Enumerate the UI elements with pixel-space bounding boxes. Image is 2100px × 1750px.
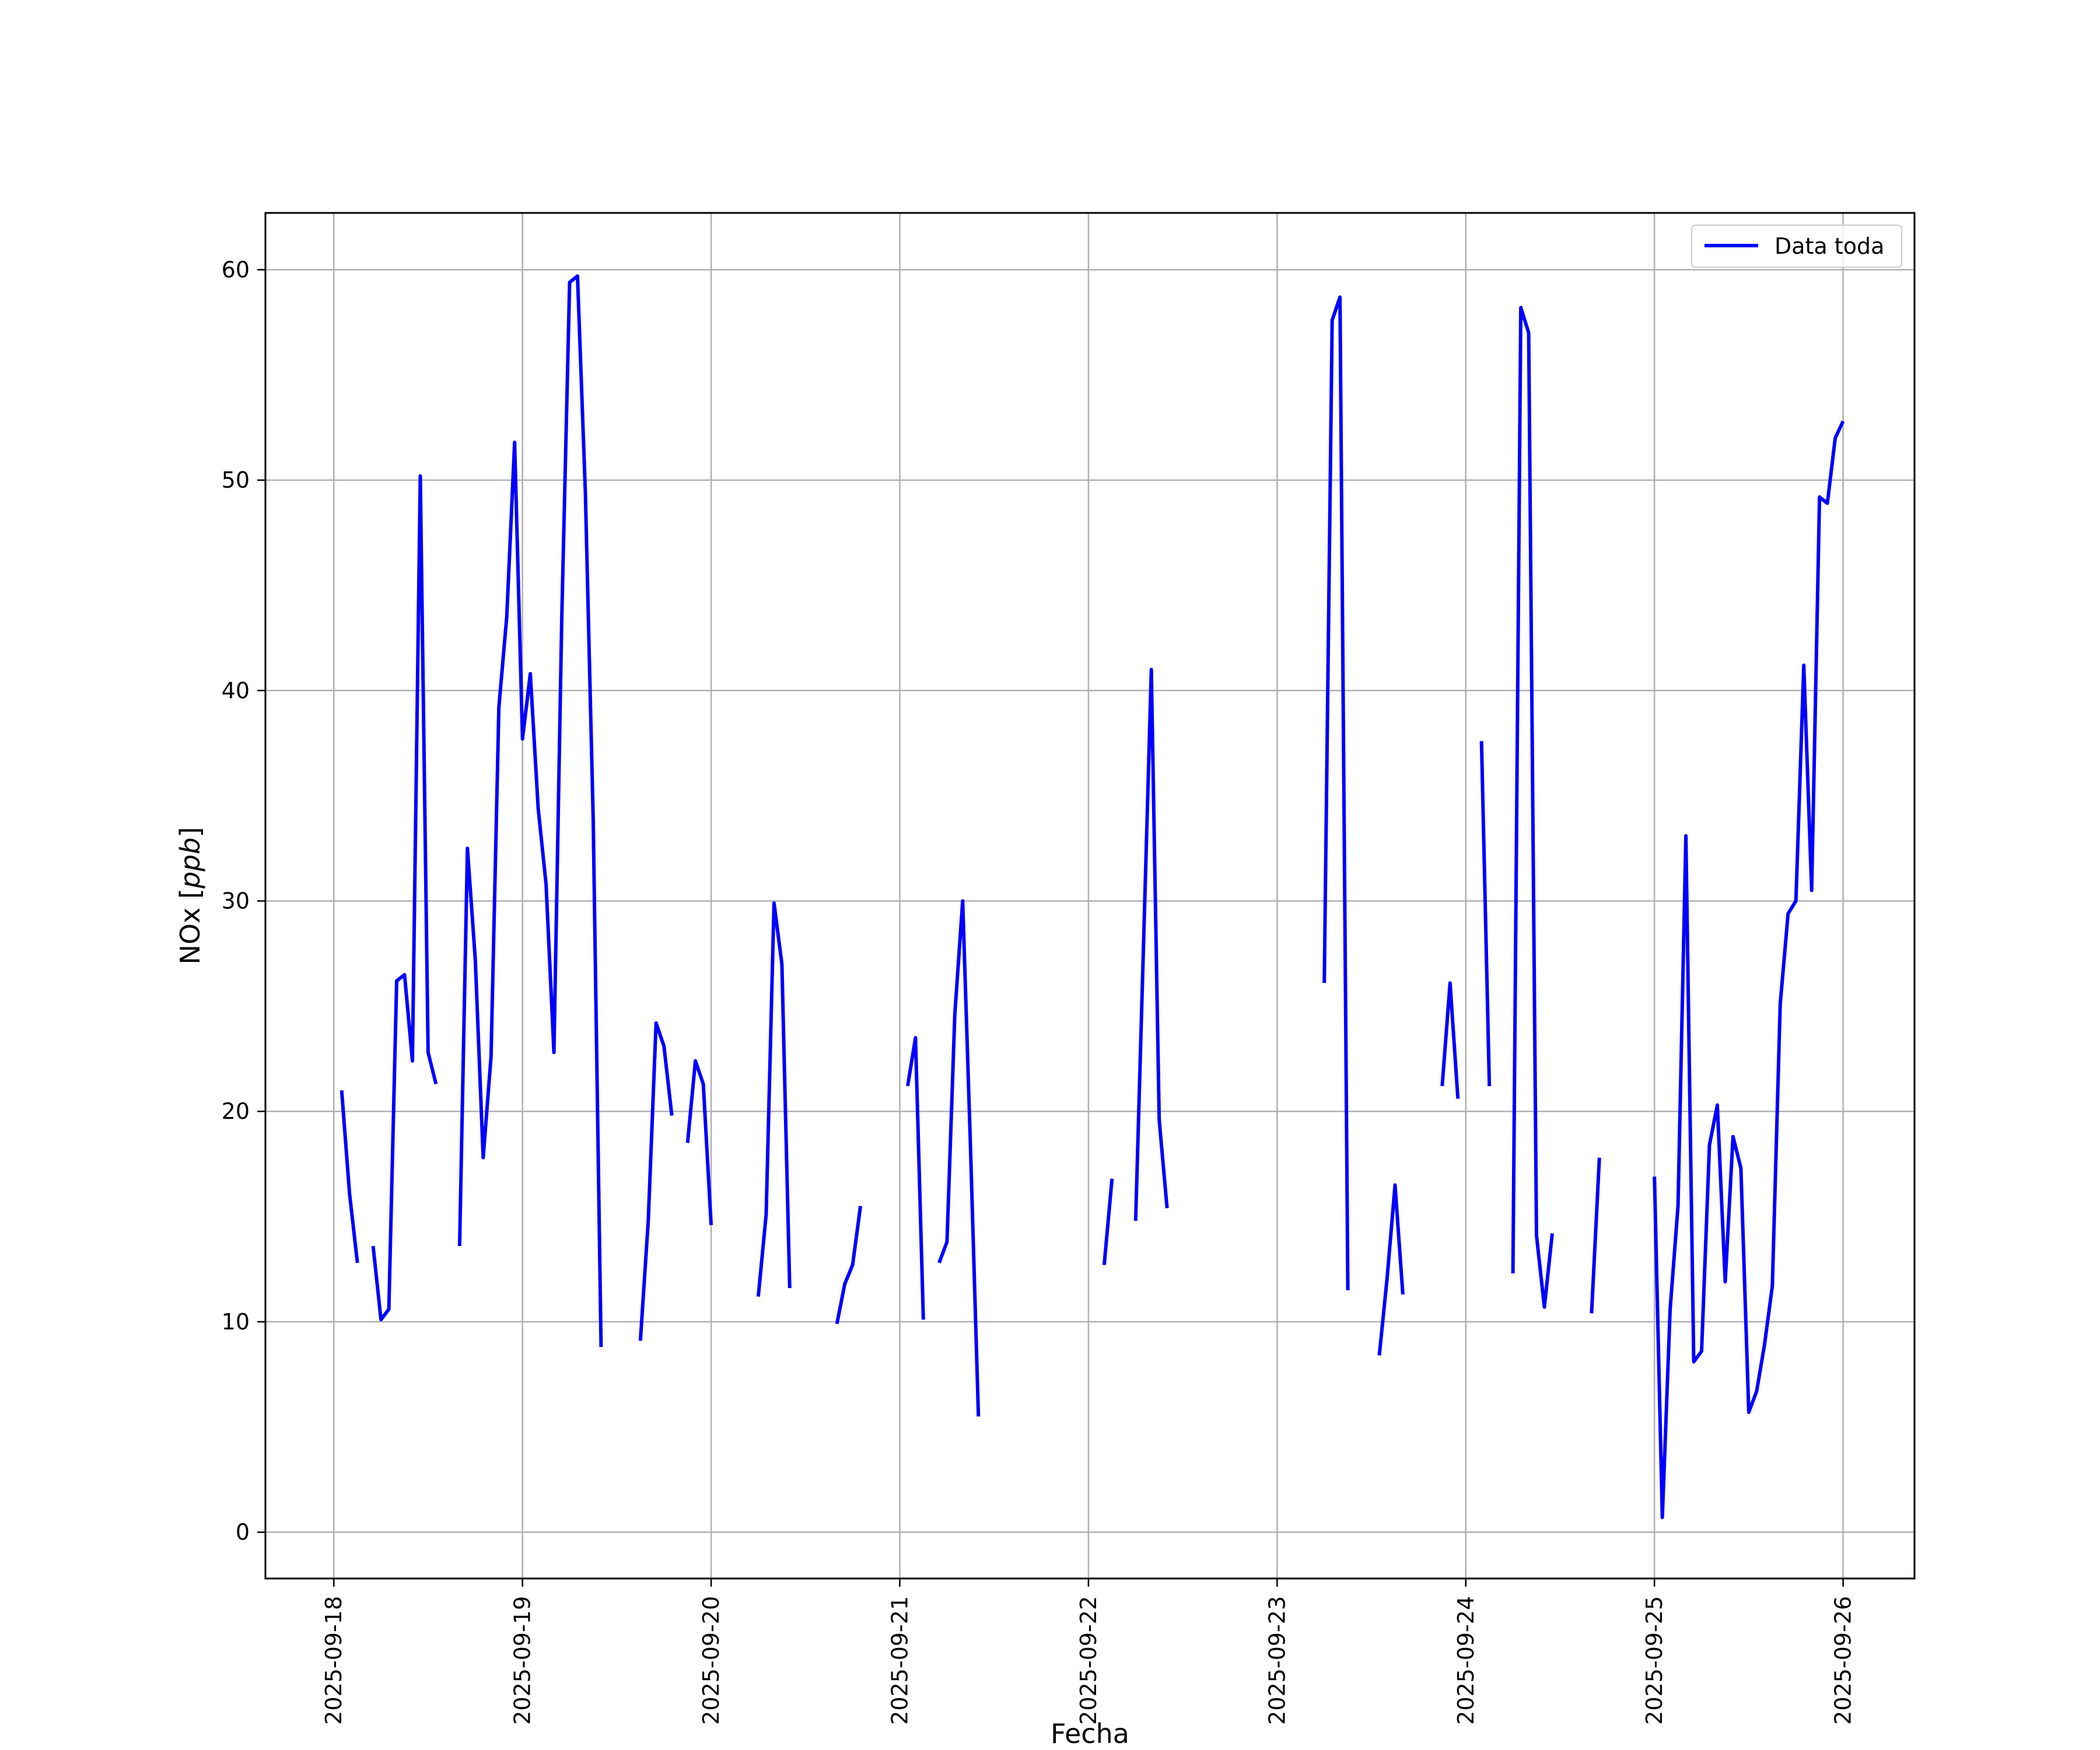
y-tick-label: 0 <box>236 1520 250 1545</box>
legend-label: Data toda <box>1774 233 1884 259</box>
y-axis-label: NOx [ppb] <box>174 827 206 965</box>
series-line-segment <box>685 1059 713 1226</box>
legend: Data toda <box>1691 225 1902 268</box>
legend-box <box>1691 225 1902 268</box>
x-tick-label: 2025-09-24 <box>1453 1596 1479 1725</box>
series-line-segment <box>371 474 438 1322</box>
series-line-segment <box>1440 981 1460 1099</box>
plot-frame <box>264 212 1916 1580</box>
series-line-segment <box>340 1090 359 1264</box>
y-axis-label-prefix: NOx [ <box>174 888 206 964</box>
x-tick-label: 2025-09-26 <box>1831 1596 1856 1725</box>
series-line-segment <box>638 1021 674 1341</box>
series-line-segment <box>906 1036 925 1320</box>
series-line-segment <box>1133 667 1169 1221</box>
series-line-segment <box>1653 420 1845 1520</box>
series-line-segment <box>1511 306 1554 1309</box>
x-tick-label: 2025-09-22 <box>1076 1596 1101 1725</box>
y-tick-label: 20 <box>222 1098 250 1124</box>
x-tick-label: 2025-09-18 <box>321 1596 346 1725</box>
x-tick-label: 2025-09-25 <box>1642 1596 1667 1725</box>
y-tick-label: 10 <box>222 1309 250 1335</box>
series-line-segment <box>937 899 981 1417</box>
y-axis-label-unit: ppb <box>174 837 206 889</box>
x-tick-label: 2025-09-21 <box>887 1596 912 1725</box>
x-tick-label: 2025-09-19 <box>510 1596 536 1725</box>
grid-lines <box>265 213 1915 1578</box>
y-tick-label: 60 <box>222 257 250 282</box>
series-line-segment <box>835 1206 863 1325</box>
data-series <box>340 274 1845 1520</box>
y-tick-label: 30 <box>222 888 250 914</box>
series-line-segment <box>756 901 792 1297</box>
x-tick-label: 2025-09-23 <box>1264 1596 1290 1725</box>
series-line-segment <box>1479 741 1492 1086</box>
series-line-segment <box>1102 1178 1114 1265</box>
y-tick-label: 50 <box>222 467 250 493</box>
x-axis-label: Fecha <box>1051 1718 1129 1749</box>
y-axis-label-suffix: ] <box>174 827 206 838</box>
y-tick-label: 40 <box>222 678 250 704</box>
series-line-segment <box>1590 1157 1601 1314</box>
axis-ticks: 2025-09-18 2025-09-19 2025-09-20 2025-09-21… <box>222 257 1856 1724</box>
series-line-segment <box>1377 1183 1405 1356</box>
x-tick-label: 2025-09-20 <box>698 1596 724 1725</box>
series-line-segment <box>457 274 603 1348</box>
series-line-segment <box>1322 295 1350 1290</box>
